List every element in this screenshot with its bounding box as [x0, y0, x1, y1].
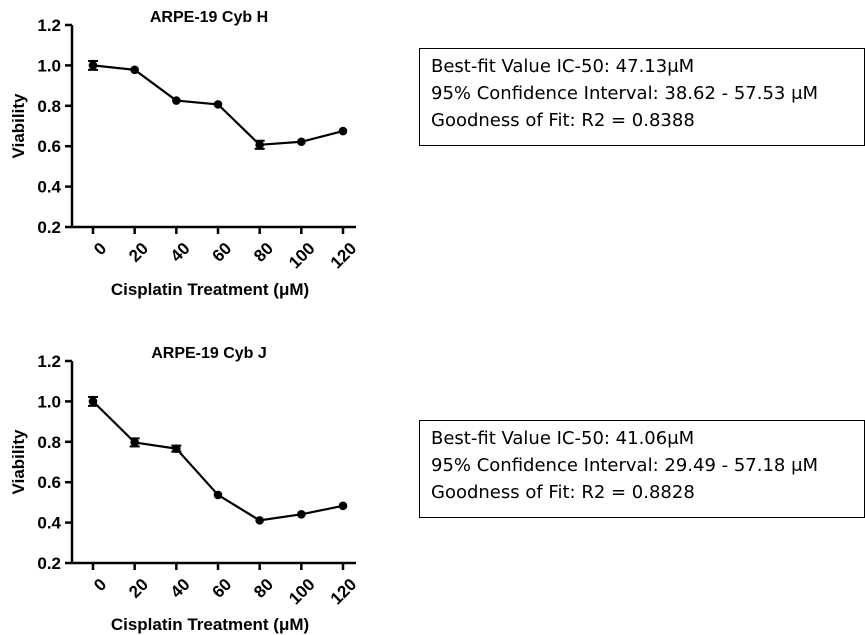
- data-point: [297, 137, 306, 147]
- stats-box-cyb-h: Best-fit Value IC-50: 47.13μM 95% Confid…: [419, 48, 865, 146]
- y-tick-label: 0.2: [37, 554, 61, 573]
- stats-ci-line: 95% Confidence Interval: 29.49 - 57.18 μ…: [431, 455, 819, 476]
- data-point: [255, 516, 264, 525]
- y-tick-label: 0.6: [37, 137, 61, 156]
- x-axis-label: Cisplatin Treatment (μM): [111, 615, 309, 634]
- chart-panel-1: 0.2 0.4 0.6 0.8 1.0 1.2 0 20 40 60 80 100 120 ARPE-19…: [9, 9, 360, 299]
- x-tick-label: 0: [90, 239, 110, 259]
- y-tick-label: 0.8: [37, 97, 61, 116]
- data-point: [130, 65, 139, 75]
- data-point: [338, 501, 348, 511]
- stats-fit-line: Goodness of Fit: R2 = 0.8388: [431, 110, 695, 131]
- data-point: [172, 444, 181, 453]
- stats-fit-line: Goodness of Fit: R2 = 0.8828: [431, 482, 695, 503]
- data-point: [172, 96, 181, 105]
- y-tick-label: 1.0: [37, 392, 61, 411]
- x-tick-label: 80: [250, 575, 277, 602]
- stats-box-cyb-j: Best-fit Value IC-50: 41.06μM 95% Confid…: [419, 420, 865, 518]
- y-tick-label: 1.0: [37, 56, 61, 75]
- stats-ic50-line: Best-fit Value IC-50: 41.06μM: [431, 428, 695, 449]
- stats-ci-line: 95% Confidence Interval: 38.62 - 57.53 μ…: [431, 83, 819, 104]
- x-tick-label: 100: [285, 239, 318, 272]
- x-tick-label: 120: [327, 239, 360, 272]
- x-tick-label: 20: [125, 575, 152, 602]
- y-tick-label: 0.6: [37, 473, 61, 492]
- stats-ic50-line: Best-fit Value IC-50: 47.13μM: [431, 56, 695, 77]
- data-point: [213, 490, 223, 500]
- y-tick-label: 0.8: [37, 433, 61, 452]
- y-tick-label: 0.2: [37, 218, 61, 237]
- x-tick-label: 40: [167, 239, 194, 266]
- x-tick-label: 60: [208, 575, 235, 602]
- y-tick-label: 1.2: [37, 352, 61, 371]
- data-point: [297, 510, 306, 519]
- data-point: [88, 397, 98, 406]
- x-tick-label: 120: [327, 575, 360, 608]
- x-tick-label: 20: [125, 239, 152, 266]
- x-tick-label: 100: [285, 575, 318, 608]
- data-point: [255, 140, 264, 150]
- data-point: [88, 61, 98, 70]
- x-axis-label: Cisplatin Treatment (μM): [111, 280, 309, 299]
- x-tick-label: 60: [208, 239, 235, 266]
- series-line: [92, 400, 344, 522]
- data-point: [213, 100, 223, 109]
- x-tick-label: 0: [90, 575, 110, 595]
- x-tick-label: 80: [250, 239, 277, 266]
- y-axis-label: Viability: [9, 93, 28, 158]
- chart-panel-2: 0.2 0.4 0.6 0.8 1.0 1.2 0 20 40 60 80 100 120 ARPE-19…: [9, 345, 360, 634]
- data-point: [130, 438, 139, 447]
- y-tick-label: 0.4: [37, 178, 61, 197]
- data-point: [338, 126, 348, 136]
- x-tick-label: 40: [167, 575, 194, 602]
- chart-title: ARPE-19 Cyb H: [150, 9, 268, 26]
- y-tick-label: 1.2: [37, 16, 61, 35]
- y-axis-label: Viability: [9, 429, 28, 494]
- chart-title: ARPE-19 Cyb J: [151, 345, 267, 362]
- y-tick-label: 0.4: [37, 514, 61, 533]
